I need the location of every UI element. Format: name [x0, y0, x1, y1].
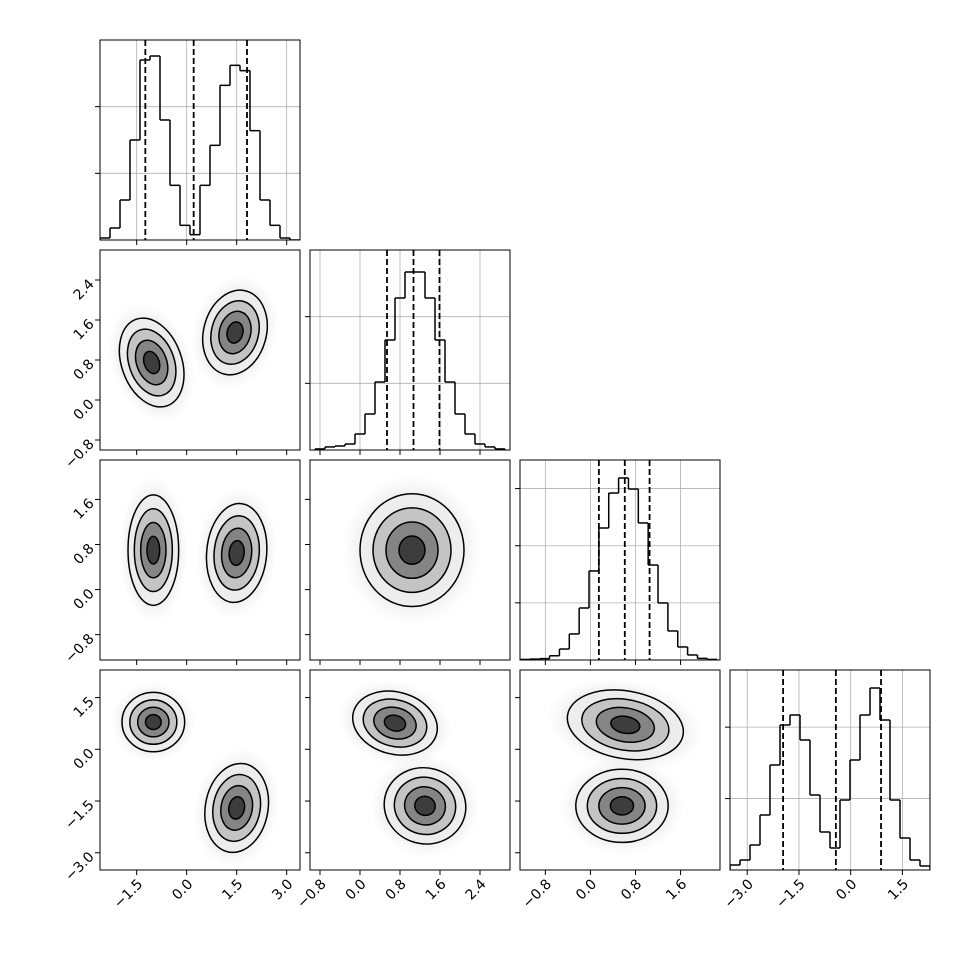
- density-panel: [341, 474, 483, 627]
- density-panel: [547, 677, 704, 856]
- histogram-panel: [730, 670, 930, 870]
- density-panel: [337, 679, 481, 858]
- panel-frame: [99, 249, 301, 451]
- density-panel: [111, 682, 280, 868]
- contour: [146, 535, 161, 565]
- histogram-panel: [310, 250, 510, 450]
- panel-frame: [519, 459, 721, 661]
- contour: [610, 715, 641, 735]
- contour: [398, 535, 426, 565]
- density-panel: [119, 475, 278, 625]
- panel-frame: [99, 669, 301, 871]
- contour: [414, 795, 436, 817]
- contour: [228, 539, 245, 567]
- panel-frame: [99, 39, 301, 241]
- contour: [609, 795, 635, 816]
- density-panel: [108, 275, 279, 423]
- histogram-panel: [100, 40, 300, 240]
- panel-frame: [309, 249, 511, 451]
- contour: [383, 714, 407, 732]
- contour: [226, 321, 244, 344]
- histogram-panel: [520, 460, 720, 660]
- panel-frame: [99, 459, 301, 661]
- panel-frame: [309, 459, 511, 661]
- panel-frame: [729, 669, 931, 871]
- contour: [142, 350, 161, 375]
- panel-frame: [309, 669, 511, 871]
- panel-frame: [519, 669, 721, 871]
- contour: [144, 713, 162, 731]
- contour: [227, 796, 246, 820]
